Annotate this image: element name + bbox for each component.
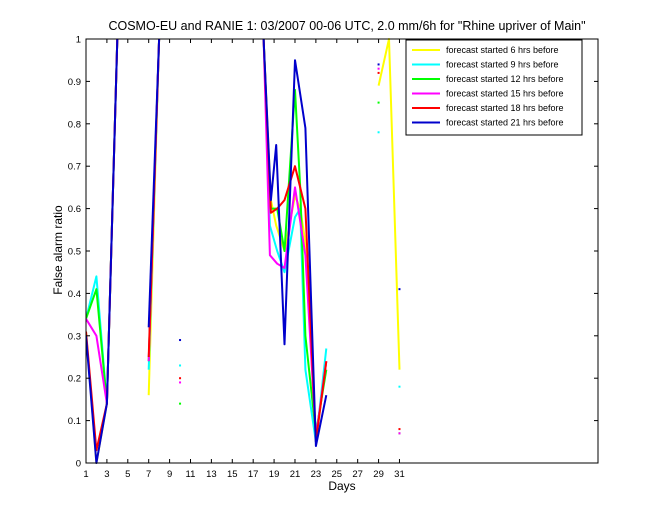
- x-tick-label: 13: [206, 469, 217, 480]
- series-5-point-0: [179, 339, 182, 342]
- x-tick-label: 31: [394, 469, 405, 480]
- legend-label-3: forecast started 15 hrs before: [446, 89, 564, 99]
- series-1-line-2: [262, 38, 328, 443]
- y-tick-label: 1: [76, 35, 81, 46]
- series-1-point-1: [377, 131, 380, 134]
- series-2-line-2: [262, 38, 328, 435]
- series-4-point-1: [377, 71, 380, 74]
- series-5-point-1: [377, 63, 380, 66]
- chart-title: COSMO-EU and RANIE 1: 03/2007 00-06 UTC,…: [108, 19, 585, 33]
- x-tick-label: 7: [146, 469, 151, 480]
- legend-label-1: forecast started 9 hrs before: [446, 60, 559, 70]
- series-2-point-0: [179, 402, 182, 405]
- y-tick-label: 0.2: [68, 374, 81, 385]
- series-group: [86, 38, 401, 464]
- series-5-line-1: [147, 38, 161, 328]
- x-tick-label: 25: [331, 469, 342, 480]
- series-3-point-1: [377, 67, 380, 70]
- series-5-point-2: [398, 288, 401, 291]
- x-tick-label: 19: [269, 469, 280, 480]
- y-tick-label: 0.9: [68, 77, 81, 88]
- y-tick-label: 0.5: [68, 247, 81, 258]
- series-0-line-3: [377, 38, 401, 370]
- x-tick-label: 17: [248, 469, 259, 480]
- y-axis-label: False alarm ratio: [51, 205, 65, 295]
- x-tick-label: 15: [227, 469, 238, 480]
- y-tick-label: 0.4: [68, 289, 81, 300]
- legend: forecast started 6 hrs before forecast st…: [405, 39, 583, 136]
- y-tick-label: 0.8: [68, 119, 81, 130]
- x-tick-label: 27: [352, 469, 363, 480]
- x-tick-label: 23: [311, 469, 322, 480]
- series-3-point-0: [179, 381, 182, 384]
- legend-label-2: forecast started 12 hrs before: [446, 74, 564, 84]
- legend-box: [405, 39, 583, 136]
- x-tick-label: 5: [125, 469, 130, 480]
- series-1-point-2: [398, 385, 401, 388]
- series-2-point-1: [377, 101, 380, 104]
- x-axis-label: Days: [328, 479, 355, 493]
- y-tick-label: 0.7: [68, 162, 81, 173]
- series-4-point-0: [179, 377, 182, 380]
- series-5-line-0: [86, 38, 119, 464]
- series-4-point-2: [398, 428, 401, 431]
- x-tick-label: 21: [290, 469, 301, 480]
- axes: 1 3 5 7 9 11 13 15 17 19 21 23 25 27 29 3100.10.20.30.4…: [68, 35, 599, 480]
- x-tick-label: 29: [373, 469, 384, 480]
- x-tick-label: 11: [186, 469, 196, 480]
- legend-label-4: forecast started 18 hrs before: [446, 103, 564, 113]
- y-tick-label: 0.3: [68, 331, 81, 342]
- series-3-point-2: [398, 432, 401, 435]
- y-tick-label: 0.6: [68, 204, 81, 215]
- x-tick-label: 1: [83, 469, 88, 480]
- series-1-point-0: [179, 364, 182, 367]
- legend-label-5: forecast started 21 hrs before: [446, 118, 564, 128]
- y-tick-label: 0: [76, 459, 81, 470]
- x-tick-label: 9: [167, 469, 172, 480]
- plot-area: [86, 38, 401, 464]
- y-tick-label: 0.1: [68, 416, 81, 427]
- legend-label-0: forecast started 6 hrs before: [446, 45, 559, 55]
- x-tick-label: 3: [104, 469, 109, 480]
- series-5-line-2: [262, 38, 328, 447]
